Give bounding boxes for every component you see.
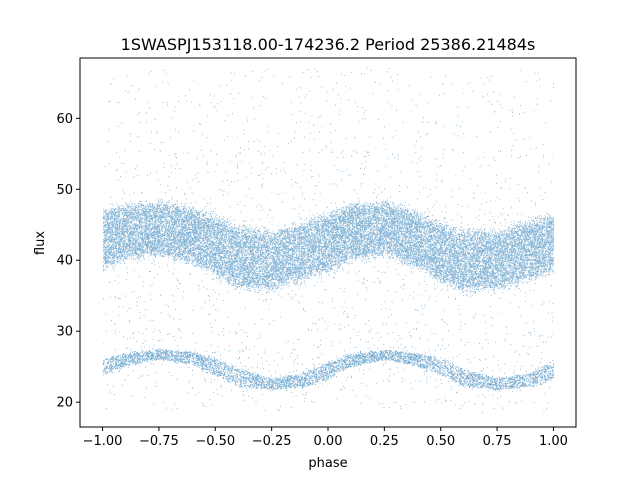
scatter-points (102, 67, 555, 414)
x-tick-label: −0.75 (139, 434, 179, 449)
x-axis-label: phase (308, 456, 347, 471)
x-tick-label: 0.50 (426, 434, 455, 449)
x-tick-label: −1.00 (83, 434, 123, 449)
y-axis-label: flux (33, 231, 48, 255)
y-tick-label: 50 (56, 183, 73, 198)
y-tick-label: 40 (56, 254, 73, 269)
x-tick-label: 0.75 (483, 434, 512, 449)
scatter-band-lower (102, 318, 555, 414)
x-tick-label: −0.50 (195, 434, 235, 449)
x-axis-ticks: −1.00 −0.75 −0.50 −0.25 0.00 0.25 0.50 0.75 1.00 (83, 427, 568, 449)
y-tick-label: 30 (56, 325, 73, 340)
scatter-band-upper (102, 67, 555, 412)
y-tick-label: 20 (56, 396, 73, 411)
y-axis-ticks: 20 30 40 50 60 (56, 112, 80, 411)
x-tick-label: −0.25 (252, 434, 292, 449)
x-tick-label: 0.25 (370, 434, 399, 449)
x-tick-label: 0.00 (314, 434, 343, 449)
chart-title: 1SWASPJ153118.00-174236.2 Period 25386.2… (121, 35, 536, 54)
y-tick-label: 60 (56, 112, 73, 127)
x-tick-label: 1.00 (539, 434, 568, 449)
